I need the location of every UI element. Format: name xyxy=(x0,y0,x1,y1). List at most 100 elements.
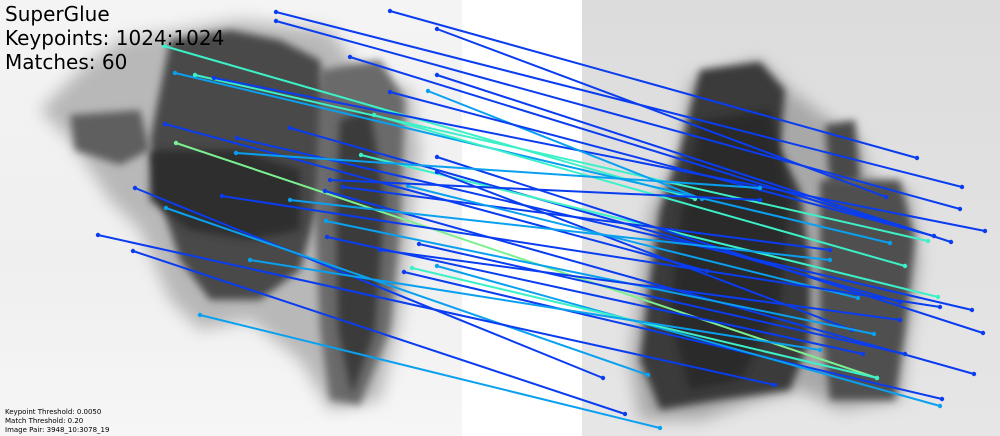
keypoints-count: Keypoints: 1024:1024 xyxy=(5,26,225,50)
left-keypoint xyxy=(371,112,377,118)
match-line xyxy=(199,314,661,429)
match-line xyxy=(342,186,831,251)
match-line xyxy=(379,249,901,321)
match-line xyxy=(175,142,878,379)
image-pair-text: Image Pair: 3948_10:3078_19 xyxy=(5,426,110,434)
left-keypoint xyxy=(322,188,328,194)
left-keypoint xyxy=(323,218,329,224)
right-keypoint xyxy=(925,238,931,244)
match-lines xyxy=(95,8,988,431)
right-keypoint xyxy=(957,206,963,212)
left-keypoint xyxy=(273,18,279,24)
match-line xyxy=(427,90,703,200)
right-keypoint xyxy=(622,411,628,417)
match-line xyxy=(326,236,864,355)
right-keypoint xyxy=(980,330,986,336)
match-line xyxy=(418,243,906,355)
right-keypoint xyxy=(874,375,880,381)
right-keypoint xyxy=(757,197,763,203)
match-line xyxy=(349,56,885,223)
left-keypoint xyxy=(405,183,411,189)
right-keypoint xyxy=(914,155,920,161)
match-line xyxy=(389,91,935,237)
left-keypoint xyxy=(132,185,138,191)
right-keypoint xyxy=(939,396,945,402)
right-keypoint xyxy=(948,239,954,245)
left-keypoint xyxy=(409,265,415,271)
left-keypoint xyxy=(425,88,431,94)
left-keypoint xyxy=(219,193,225,199)
left-keypoint xyxy=(387,89,393,95)
left-keypoint xyxy=(173,140,179,146)
left-keypoint xyxy=(130,248,136,254)
left-keypoint xyxy=(327,177,333,183)
method-title: SuperGlue xyxy=(5,2,110,26)
right-keypoint xyxy=(887,240,893,246)
left-keypoint xyxy=(211,75,217,81)
threshold-info: Keypoint Threshold: 0.0050 Match Thresho… xyxy=(5,408,109,435)
right-keypoint xyxy=(817,347,823,353)
right-keypoint xyxy=(772,382,778,388)
left-object xyxy=(40,20,420,410)
match-line xyxy=(249,259,821,351)
right-keypoint xyxy=(902,263,908,269)
match-line xyxy=(389,10,918,159)
match-line xyxy=(165,207,649,376)
right-keypoint xyxy=(827,247,833,253)
left-keypoint xyxy=(162,121,168,127)
left-keypoint xyxy=(401,269,407,275)
left-keypoint xyxy=(340,184,346,190)
left-keypoint xyxy=(233,150,239,156)
left-keypoint xyxy=(434,26,440,32)
right-keypoint xyxy=(937,403,943,409)
right-keypoint xyxy=(897,317,903,323)
matches-count: Matches: 60 xyxy=(5,50,128,74)
right-keypoint xyxy=(860,351,866,357)
match-line xyxy=(289,199,831,261)
match-line xyxy=(275,11,963,188)
match-line xyxy=(407,185,859,299)
left-keypoint xyxy=(434,72,440,78)
match-line xyxy=(163,45,696,200)
right-keypoint xyxy=(871,331,877,337)
right-keypoint xyxy=(827,257,833,263)
right-keypoint xyxy=(969,307,975,313)
match-line xyxy=(194,74,929,242)
left-keypoint xyxy=(161,43,167,49)
match-line xyxy=(324,190,975,375)
left-keypoint xyxy=(95,232,101,238)
left-keypoint xyxy=(163,205,169,211)
left-keypoint xyxy=(273,9,279,15)
image-gap xyxy=(462,0,582,436)
right-keypoint xyxy=(982,228,988,234)
left-keypoint xyxy=(172,70,178,76)
left-keypoint xyxy=(434,169,440,175)
right-keypoint xyxy=(959,184,965,190)
match-line xyxy=(436,265,941,407)
match-line xyxy=(235,152,761,189)
match-line xyxy=(134,187,604,379)
match-line xyxy=(174,72,891,244)
right-keypoint xyxy=(883,194,889,200)
left-keypoint xyxy=(434,263,440,269)
keypoint-threshold-text: Keypoint Threshold: 0.0050 xyxy=(5,408,102,416)
left-keypoint xyxy=(377,247,383,253)
left-keypoint xyxy=(247,257,253,263)
left-keypoint xyxy=(416,241,422,247)
right-keypoint xyxy=(645,372,651,378)
left-keypoint xyxy=(434,154,440,160)
left-keypoint xyxy=(234,135,240,141)
right-keypoint xyxy=(600,375,606,381)
left-keypoint xyxy=(387,8,393,14)
left-keypoint xyxy=(287,197,293,203)
match-threshold-text: Match Threshold: 0.20 xyxy=(5,417,84,425)
right-keypoint xyxy=(937,304,943,310)
match-line xyxy=(275,20,961,210)
match-line xyxy=(403,271,943,400)
right-keypoint xyxy=(657,425,663,431)
right-keypoint xyxy=(902,351,908,357)
match-line xyxy=(164,123,708,272)
right-keypoint xyxy=(971,371,977,377)
